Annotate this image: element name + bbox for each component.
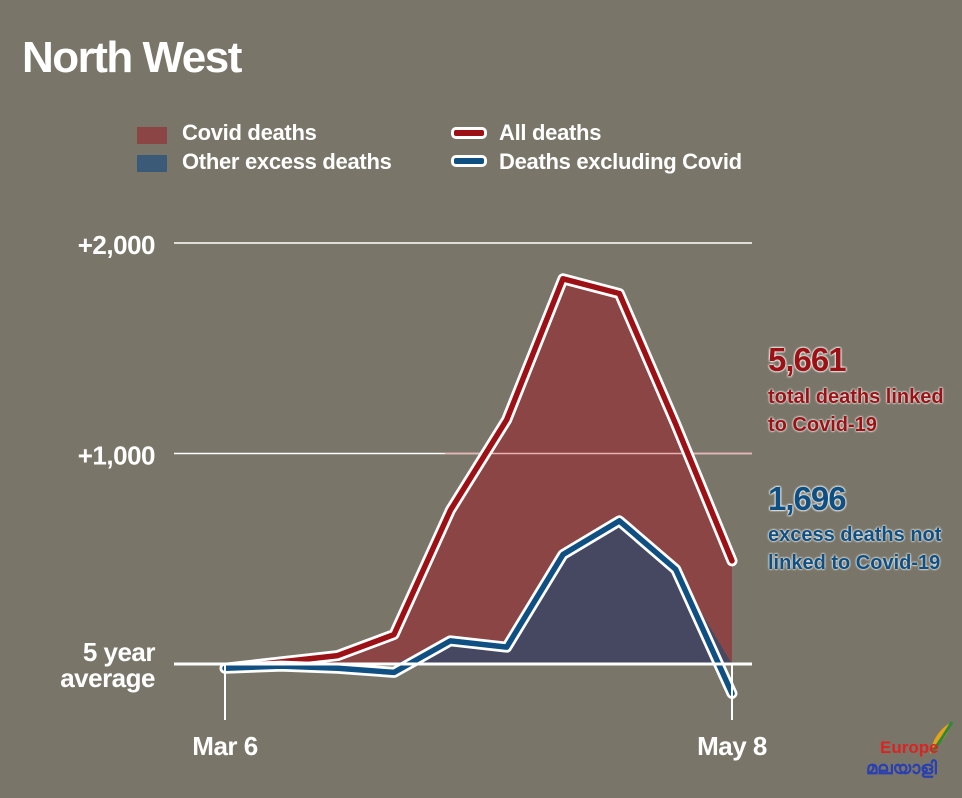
chart-title: North West xyxy=(22,33,242,82)
europe-malayali-logo: Europe മലയാളി xyxy=(862,721,958,792)
line-all-deaths xyxy=(222,276,735,671)
y-tick-label-5yr-line2: average xyxy=(60,663,155,693)
total-deaths-value: 5,661 xyxy=(768,341,847,378)
y-tick-label-2000: +2,000 xyxy=(78,230,155,260)
excess-deaths-text: excess deaths not linked to Covid-19 xyxy=(768,524,942,574)
legend-label-excluding-covid: Deaths excluding Covid xyxy=(499,149,742,174)
legend-label-other-excess: Other excess deaths xyxy=(182,149,392,174)
legend-swatch-all-deaths xyxy=(451,127,487,139)
legend-swatch-covid-deaths xyxy=(137,127,167,144)
line-deaths-excluding-covid xyxy=(222,518,735,697)
logo-text-europe: Europe xyxy=(880,738,939,757)
legend-swatch-other-excess xyxy=(137,155,167,172)
excess-deaths-value: 1,696 xyxy=(768,480,847,517)
legend-label-all-deaths: All deaths xyxy=(499,120,602,145)
x-tick-label-may-8: May 8 xyxy=(697,731,767,761)
x-tick-label-mar-6: Mar 6 xyxy=(192,731,257,761)
total-deaths-text: total deaths linked to Covid-19 xyxy=(768,386,944,436)
logo-text-malayali: മലയാളി xyxy=(866,758,937,778)
feather-icon xyxy=(930,721,954,754)
legend-swatch-excluding-covid xyxy=(451,155,487,167)
area-other-excess-deaths xyxy=(225,520,732,664)
y-tick-label-1000: +1,000 xyxy=(78,441,155,471)
y-tick-label-5yr-line1: 5 year xyxy=(83,637,156,667)
legend-label-covid-deaths: Covid deaths xyxy=(182,120,317,145)
